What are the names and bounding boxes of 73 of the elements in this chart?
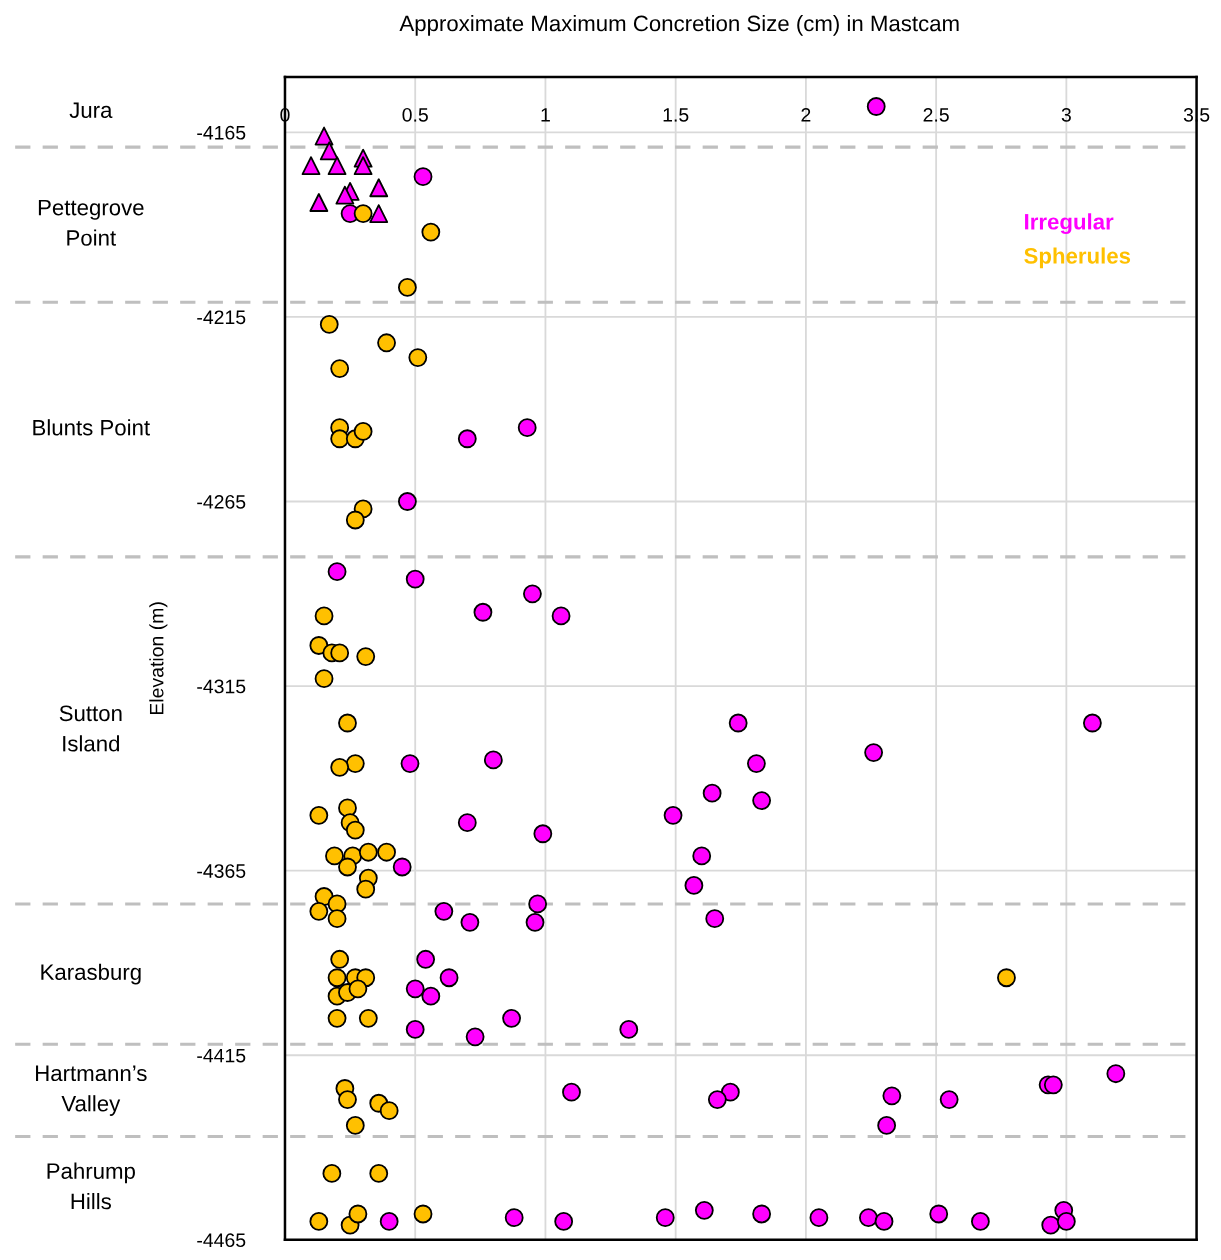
point bbox=[327, 1008, 347, 1028]
point bbox=[330, 429, 350, 449]
x-tick-label: 1.5 bbox=[663, 108, 689, 122]
point bbox=[369, 204, 389, 223]
point bbox=[309, 901, 329, 921]
y-tick-label: -4215 bbox=[197, 310, 246, 325]
y-tick-label: -4465 bbox=[197, 1233, 246, 1248]
point bbox=[338, 1090, 357, 1109]
point bbox=[358, 842, 378, 862]
point bbox=[325, 846, 344, 866]
point bbox=[314, 126, 334, 146]
point bbox=[377, 333, 396, 353]
point bbox=[338, 713, 357, 733]
point bbox=[377, 842, 396, 862]
text: Hartmann’s Valley bbox=[36, 1065, 147, 1116]
x-tick-label: 2.5 bbox=[923, 107, 949, 122]
point bbox=[353, 204, 373, 223]
text: Jura bbox=[69, 102, 113, 119]
point bbox=[330, 643, 350, 663]
point bbox=[345, 1115, 365, 1135]
point bbox=[379, 1101, 399, 1121]
y-tick-label: -4365 bbox=[197, 864, 246, 878]
point bbox=[301, 156, 321, 175]
point bbox=[356, 879, 376, 899]
point bbox=[327, 968, 347, 988]
y-tick-label: -4415 bbox=[197, 1048, 246, 1063]
point bbox=[348, 979, 368, 999]
point bbox=[345, 510, 365, 530]
x-tick-label: 1 bbox=[541, 108, 550, 122]
point bbox=[335, 185, 355, 205]
y-tick-label: -4265 bbox=[197, 494, 246, 509]
point bbox=[319, 314, 339, 334]
point bbox=[330, 949, 350, 969]
x-tick-label: 0.5 bbox=[402, 107, 428, 122]
point bbox=[345, 754, 365, 774]
y-tick-label: -4315 bbox=[197, 679, 246, 694]
text: Pettegrove Point bbox=[38, 199, 144, 246]
point bbox=[330, 757, 350, 777]
point bbox=[309, 1211, 329, 1231]
chart-title: Approximate Maximum Concretion Size (cm) in Mastcam bbox=[399, 14, 959, 36]
point bbox=[408, 348, 428, 367]
point bbox=[397, 277, 417, 297]
point bbox=[309, 805, 329, 825]
x-tick-label: 2 bbox=[801, 107, 811, 122]
point bbox=[327, 156, 347, 175]
text: Spherules bbox=[1024, 247, 1131, 269]
point bbox=[348, 1204, 368, 1224]
point bbox=[314, 669, 334, 689]
y-tick-label: -4165 bbox=[197, 125, 246, 140]
point bbox=[309, 193, 329, 212]
point bbox=[314, 606, 334, 626]
point bbox=[356, 647, 376, 666]
text: Pahrump Hills bbox=[47, 1162, 135, 1210]
point bbox=[319, 141, 339, 161]
point bbox=[413, 1204, 433, 1224]
point bbox=[997, 968, 1016, 988]
y-axis-title: Elevation (m) bbox=[149, 602, 168, 715]
point bbox=[369, 1163, 389, 1183]
point bbox=[322, 1163, 342, 1183]
text: Karasburg bbox=[41, 963, 141, 985]
point bbox=[353, 421, 373, 441]
point bbox=[345, 820, 365, 840]
text: Irregular bbox=[1025, 213, 1114, 235]
x-tick-label: 3 bbox=[1061, 107, 1071, 122]
point bbox=[338, 857, 357, 877]
point bbox=[369, 178, 389, 198]
point bbox=[421, 222, 441, 242]
point bbox=[358, 1008, 378, 1028]
text: Blunts Point bbox=[33, 419, 150, 436]
text: Sutton Island bbox=[59, 705, 122, 752]
point bbox=[327, 909, 347, 929]
point bbox=[330, 359, 350, 379]
point bbox=[353, 156, 373, 175]
